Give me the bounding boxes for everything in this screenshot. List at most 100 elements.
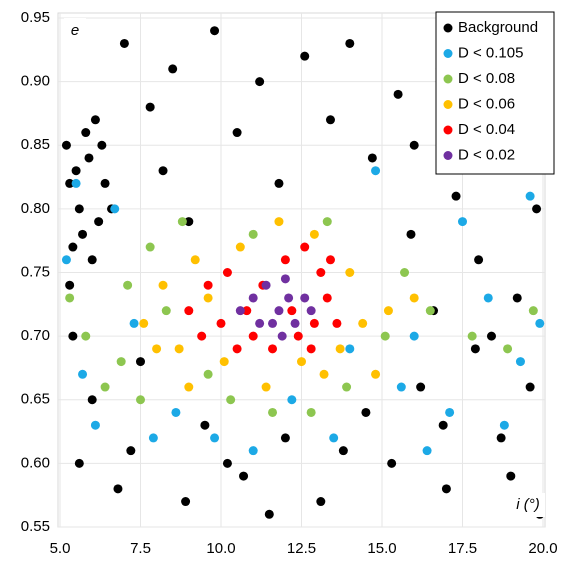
point (248, 446, 258, 456)
point (425, 306, 435, 316)
point (309, 229, 319, 239)
point (483, 293, 493, 303)
point (129, 318, 139, 328)
point (190, 255, 200, 265)
point (136, 357, 145, 367)
point (255, 77, 265, 87)
point (358, 318, 368, 328)
point (126, 446, 136, 456)
x-tick-label: 10.0 (206, 540, 235, 557)
point (235, 242, 245, 252)
point (268, 318, 278, 328)
point (71, 166, 81, 176)
point (226, 395, 236, 405)
point (200, 420, 210, 430)
legend-label: D < 0.105 (458, 44, 523, 61)
point (371, 166, 381, 176)
x-tick-label: 12.5 (287, 540, 316, 557)
point (148, 433, 158, 443)
point (158, 166, 168, 176)
y-tick-label: 0.65 (21, 391, 50, 408)
point (387, 458, 397, 468)
point (528, 306, 538, 316)
point (280, 274, 290, 284)
point (197, 331, 207, 341)
point (316, 497, 326, 507)
points (61, 26, 545, 519)
point (168, 64, 178, 74)
point (184, 217, 194, 227)
point (287, 395, 297, 405)
y-tick-label: 0.70 (21, 327, 50, 344)
point (177, 217, 187, 227)
point (300, 242, 310, 252)
point (261, 382, 271, 392)
point (329, 433, 339, 443)
point (280, 255, 290, 265)
point (438, 420, 448, 430)
point (406, 229, 416, 239)
legend-label: D < 0.06 (458, 95, 515, 112)
y-tick-label: 0.80 (21, 200, 50, 217)
point (119, 38, 129, 48)
point (467, 331, 477, 341)
point (496, 433, 506, 443)
point (300, 293, 310, 303)
point (309, 318, 319, 328)
x-tick-label: 5.0 (50, 540, 71, 557)
point (367, 153, 377, 163)
point (184, 306, 194, 316)
point (84, 153, 94, 163)
point (470, 344, 480, 354)
point (248, 229, 258, 239)
point (222, 268, 232, 277)
legend-marker (443, 23, 453, 33)
point (416, 382, 426, 392)
y-label-box (64, 18, 86, 42)
legend-box (435, 11, 555, 175)
point (81, 128, 91, 138)
point (123, 280, 133, 290)
legend-label: D < 0.04 (458, 121, 515, 138)
legend-label: Background (458, 19, 538, 36)
point (396, 382, 406, 392)
point (306, 344, 316, 354)
point (268, 407, 278, 417)
point (248, 331, 258, 341)
point (222, 458, 232, 468)
point (422, 446, 432, 456)
legend-marker (443, 49, 453, 58)
point (232, 344, 242, 354)
point (100, 382, 110, 392)
point (335, 344, 345, 354)
point (97, 140, 107, 150)
point (100, 178, 110, 188)
x-axis-label: i (°) (516, 496, 540, 513)
point (203, 369, 213, 379)
point (293, 331, 303, 341)
point (322, 217, 332, 227)
point (174, 344, 184, 354)
point (297, 357, 306, 367)
point (535, 318, 545, 328)
point (277, 331, 287, 341)
point (274, 178, 284, 188)
point (458, 217, 467, 227)
point (68, 242, 78, 252)
x-tick-label: 20.0 (528, 540, 557, 557)
point (210, 433, 220, 443)
point (409, 140, 419, 150)
point (61, 140, 71, 150)
point (65, 178, 75, 188)
legend-marker (443, 74, 453, 84)
point (145, 242, 155, 252)
point (90, 420, 100, 430)
point (242, 306, 252, 316)
point (171, 407, 181, 417)
point (161, 306, 171, 316)
point (499, 420, 509, 430)
point (345, 38, 355, 48)
point (474, 255, 484, 265)
point (90, 115, 100, 125)
point (87, 395, 97, 405)
